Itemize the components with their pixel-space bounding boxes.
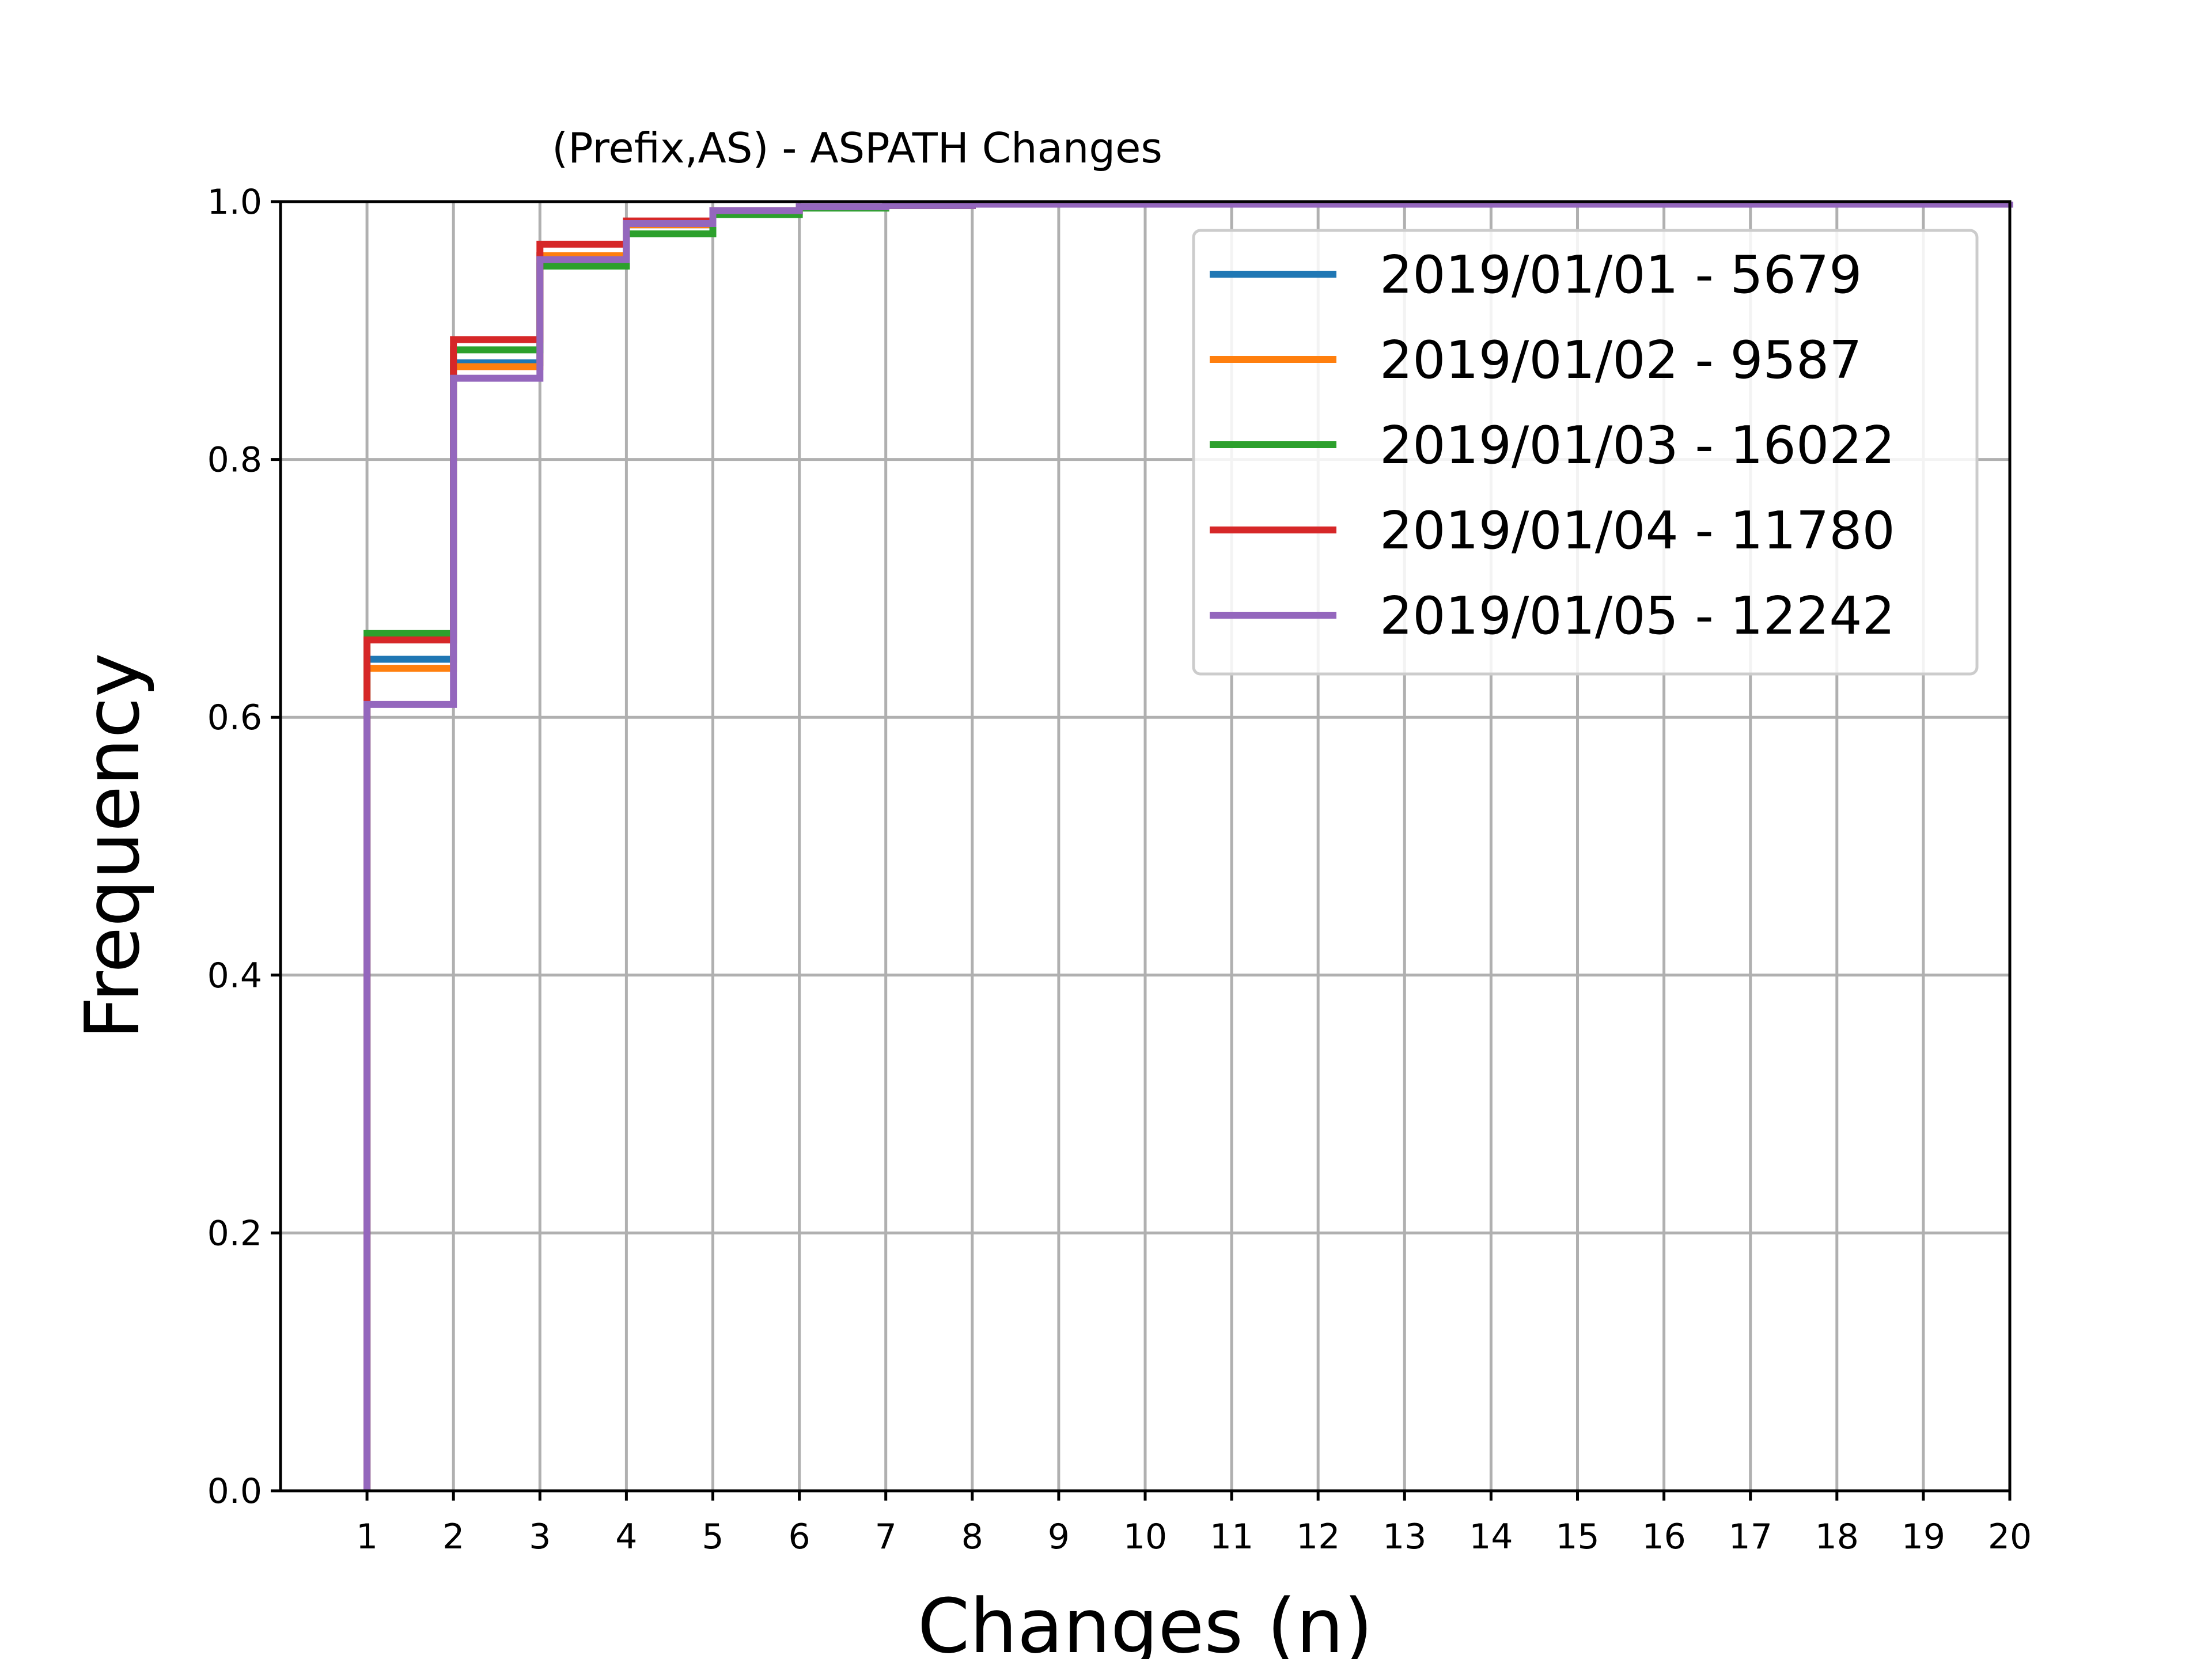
legend-label: 2019/01/05 - 12242 [1380, 586, 1895, 646]
x-tick-label: 8 [961, 1517, 983, 1557]
x-tick-label: 7 [875, 1517, 897, 1557]
x-tick-label: 20 [1988, 1517, 2032, 1557]
x-tick-label: 1 [356, 1517, 378, 1557]
axis-ticks: 1 2 3 4 5 6 7 8 9 10 11 12 13 14 15 16 17 18 19 200.00.20.4… [207, 182, 2032, 1557]
x-tick-label: 10 [1123, 1517, 1167, 1557]
x-tick-label: 17 [1729, 1517, 1772, 1557]
legend-label: 2019/01/03 - 16022 [1380, 415, 1895, 476]
y-tick-label: 0.6 [207, 698, 262, 738]
x-tick-label: 5 [702, 1517, 724, 1557]
x-tick-label: 19 [1902, 1517, 1945, 1557]
series-line-5 [363, 200, 2013, 1491]
legend-label: 2019/01/01 - 5679 [1380, 245, 1862, 305]
x-tick-label: 12 [1296, 1517, 1340, 1557]
x-tick-label: 11 [1210, 1517, 1253, 1557]
y-tick-label: 0.8 [207, 440, 262, 480]
x-tick-label: 3 [529, 1517, 551, 1557]
x-tick-label: 16 [1642, 1517, 1685, 1557]
x-tick-label: 18 [1815, 1517, 1859, 1557]
legend-label: 2019/01/02 - 9587 [1380, 330, 1862, 391]
x-tick-label: 2 [442, 1517, 464, 1557]
chart-title: (Prefix,AS) - ASPATH Changes [552, 124, 1162, 172]
x-tick-label: 9 [1048, 1517, 1070, 1557]
y-tick-label: 0.4 [207, 956, 262, 996]
x-tick-label: 14 [1469, 1517, 1513, 1557]
legend-items: 2019/01/01 - 5679 2019/01/02 - 9587 2019/0… [1210, 245, 1895, 646]
x-tick-label: 4 [615, 1517, 637, 1557]
series-lines [363, 200, 2013, 1491]
y-tick-label: 1.0 [207, 182, 262, 222]
legend-frame [1192, 229, 1979, 676]
y-tick-label: 0.0 [207, 1471, 262, 1512]
legend: 2019/01/01 - 5679 2019/01/02 - 9587 2019/0… [1192, 229, 1979, 676]
x-tick-label: 15 [1555, 1517, 1599, 1557]
x-axis-label: Changes (n) [918, 1582, 1373, 1659]
y-tick-label: 0.2 [207, 1213, 262, 1253]
y-axis-label: Frequency [69, 653, 156, 1040]
legend-label: 2019/01/04 - 11780 [1380, 501, 1895, 561]
x-tick-label: 6 [789, 1517, 810, 1557]
x-tick-label: 13 [1382, 1517, 1426, 1557]
